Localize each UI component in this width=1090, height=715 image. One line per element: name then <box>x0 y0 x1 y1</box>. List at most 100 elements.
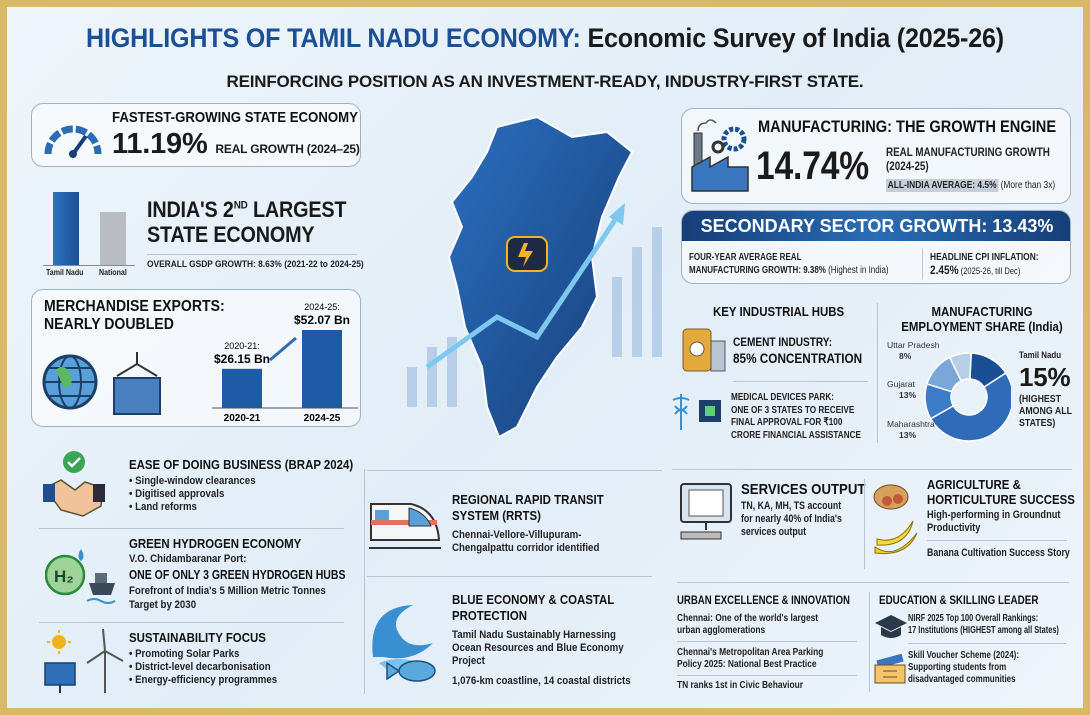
cement-text: CEMENT INDUSTRY: 85% CONCENTRATION <box>733 335 863 366</box>
donut-label-value: 8% <box>899 351 912 361</box>
speedometer-icon <box>44 125 102 158</box>
medical-chip-icon <box>672 394 721 430</box>
blue-heading: BLUE ECONOMY & COASTAL PROTECTION <box>452 592 615 623</box>
donut-label: Uttar Pradesh <box>887 340 940 350</box>
all-india-average: ALL-INDIA AVERAGE: 4.5% (More than 3x) <box>886 179 1056 192</box>
secondary-sector-card: SECONDARY SECTOR GROWTH: 13.43% FOUR-YEA… <box>681 210 1071 284</box>
train-icon <box>369 503 441 549</box>
urban-item: Chennai's Metropolitan Area Parking Polic… <box>677 647 824 670</box>
fastest-growing-card: FASTEST-GROWING STATE ECONOMY 11.19% REA… <box>31 103 361 167</box>
globe-container-icon <box>42 352 161 415</box>
agri-heading: AGRICULTURE & HORTICULTURE SUCCESS <box>927 477 1075 507</box>
hydrogen-target-year: Target by 2030 <box>129 599 197 611</box>
handshake-check-icon <box>43 451 105 517</box>
export-bar <box>222 368 262 408</box>
bar-label-tamil-nadu: Tamil Nadu <box>46 268 84 277</box>
blue-coast: 1,076-km coastline, 14 coastal districts <box>452 675 631 687</box>
x-tick-label: 2024-25 <box>304 413 341 424</box>
rrts-heading: REGIONAL RAPID TRANSIT SYSTEM (RRTS) <box>452 492 604 523</box>
sustain-heading: SUSTAINABILITY FOCUS <box>129 630 266 645</box>
employment-heading: MANUFACTURING EMPLOYMENT SHARE (India) <box>901 304 1063 334</box>
rrts-line: Chengalpattu corridor identified <box>452 542 600 554</box>
factory-gear-icon <box>691 119 749 192</box>
sustain-list: • Promoting Solar Parks • District-level… <box>129 648 297 687</box>
ease-item: • Single-window clearances <box>129 475 256 487</box>
hydrogen-heading: GREEN HYDROGEN ECONOMY <box>129 536 302 551</box>
hydrogen-hubs: ONE OF ONLY 3 GREEN HYDROGEN HUBS <box>129 568 346 582</box>
tamil-nadu-bar <box>53 192 79 265</box>
solar-wind-icon <box>44 629 124 693</box>
manufacturing-label: REAL MANUFACTURING GROWTH (2024-25) <box>886 145 1050 173</box>
nirf-text: NIRF 2025 Top 100 Overall Rankings: 17 In… <box>908 613 1059 636</box>
svg-text:H₂: H₂ <box>54 567 74 586</box>
manufacturing-value: 14.74% <box>756 144 869 188</box>
services-lines: TN, KA, MH, TS account for nearly 40% of … <box>741 500 842 538</box>
graduation-cap-icon <box>875 615 907 638</box>
title-highlight: HIGHLIGHTS OF TAMIL NADU ECONOMY: <box>86 23 581 53</box>
export-bar <box>302 330 342 408</box>
hydrogen-target: Forefront of India's 5 Million Metric To… <box>129 585 326 597</box>
groundnut-banana-icon <box>873 484 918 555</box>
rrts-line: Chennai-Vellore-Villupuram- <box>452 529 582 541</box>
tamil-nadu-map <box>407 115 662 439</box>
donut-label-value: 13% <box>899 430 916 440</box>
tn-value: 15% <box>1019 362 1071 392</box>
ease-heading: EASE OF DOING BUSINESS (BRAP 2024) <box>129 457 354 472</box>
bar-year-label: 2020-21: <box>224 341 260 351</box>
subtitle: REINFORCING POSITION AS AN INVESTMENT-RE… <box>226 72 864 91</box>
blue-lines: Tamil Nadu Sustainably Harnessing Ocean R… <box>452 629 624 667</box>
fastest-label: REAL GROWTH (2024–25) <box>215 142 360 156</box>
medical-devices-text: MEDICAL DEVICES PARK: ONE OF 3 STATES TO … <box>731 391 861 441</box>
education-heading: EDUCATION & SKILLING LEADER <box>879 593 1039 607</box>
growth-arrow <box>269 336 297 362</box>
hydrogen-port: V.O. Chidambaranar Port: <box>129 553 247 565</box>
hubs-heading: KEY INDUSTRIAL HUBS <box>713 304 845 319</box>
urban-heading: URBAN EXCELLENCE & INNOVATION <box>677 593 850 607</box>
bar-value-label: $26.15 Bn <box>214 352 270 366</box>
banana-text: Banana Cultivation Success Story <box>927 547 1070 559</box>
secondary-sector-banner: SECONDARY SECTOR GROWTH: 13.43% <box>682 211 1070 241</box>
title-rest: Economic Survey of India (2025-26) <box>580 23 1004 53</box>
sustain-item: • Energy-efficiency programmes <box>129 674 278 686</box>
donut-label-value: 13% <box>899 390 916 400</box>
tn-note: (HIGHEST AMONG ALL STATES) <box>1019 394 1072 429</box>
national-bar <box>100 212 126 265</box>
urban-item: TN ranks 1st in Civic Behaviour <box>677 680 804 691</box>
four-year-growth: FOUR-YEAR AVERAGE REAL MANUFACTURING GROW… <box>689 252 889 276</box>
urban-item: Chennai: One of the world's largest urban… <box>677 613 819 636</box>
services-heading: SERVICES OUTPUT <box>741 481 866 498</box>
exports-bar-chart: 2020-21 2020-21:$26.15 Bn 2024-25 2024-25:$… <box>212 302 358 424</box>
hydrogen-ship-icon: H₂ <box>45 549 116 604</box>
exports-heading: MERCHANDISE EXPORTS: NEARLY DOUBLED <box>44 298 225 333</box>
donut-label: Maharashtra <box>887 419 935 429</box>
bar-value-label: $52.07 Bn <box>294 313 350 327</box>
fastest-heading: FASTEST-GROWING STATE ECONOMY <box>112 109 358 126</box>
skill-voucher-icon <box>874 653 906 684</box>
largest-heading: INDIA'S 2ND LARGEST STATE ECONOMY <box>147 197 347 247</box>
computer-icon <box>680 483 732 540</box>
gsdp-growth-note: OVERALL GSDP GROWTH: 8.63% (2021-22 to 2… <box>147 259 364 270</box>
donut-slice <box>929 371 1011 442</box>
donut-label: Gujarat <box>887 379 916 389</box>
sustain-item: • Promoting Solar Parks <box>129 648 240 660</box>
bar-year-label: 2024-25: <box>304 302 340 312</box>
agri-lines: High-performing in Groundnut Productivity <box>927 509 1061 534</box>
page-title: HIGHLIGHTS OF TAMIL NADU ECONOMY: Econom… <box>45 23 1046 54</box>
ease-item: • Digitised approvals <box>129 488 225 500</box>
wave-fish-icon <box>372 605 436 682</box>
tn-label: Tamil Nadu <box>1019 350 1062 360</box>
sustain-item: • District-level decarbonisation <box>129 661 271 673</box>
gsdp-bar-graphic: Tamil Nadu National <box>43 187 135 277</box>
skill-voucher-text: Skill Voucher Scheme (2024): Supporting s… <box>908 650 1020 685</box>
cement-bag-icon <box>682 328 726 372</box>
donut-slice <box>948 352 972 382</box>
manufacturing-heading: MANUFACTURING: THE GROWTH ENGINE <box>758 117 1057 136</box>
fastest-value-row: 11.19% REAL GROWTH (2024–25) <box>112 128 360 166</box>
ease-list: • Single-window clearances • Digitised a… <box>129 475 273 514</box>
manufacturing-card: MANUFACTURING: THE GROWTH ENGINE 14.74% … <box>681 108 1071 204</box>
fastest-value: 11.19% <box>112 128 208 160</box>
cpi-inflation: HEADLINE CPI INFLATION: 2.45% (2025-26, t… <box>930 252 1039 277</box>
exports-card: MERCHANDISE EXPORTS: NEARLY DOUBLED 2020-… <box>31 289 361 427</box>
